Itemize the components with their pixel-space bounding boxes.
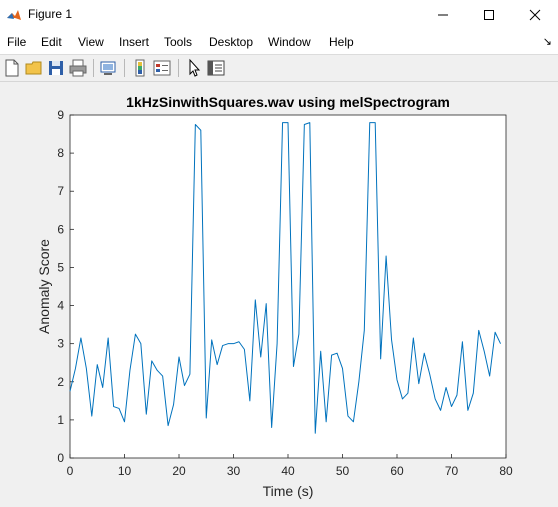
- menu-desktop[interactable]: Desktop: [209, 35, 253, 49]
- toolbar-separator: [124, 59, 125, 77]
- menu-tools[interactable]: Tools: [164, 35, 192, 49]
- x-tick-label: 10: [118, 464, 132, 478]
- y-tick-label: 3: [57, 337, 64, 351]
- x-tick-label: 30: [227, 464, 241, 478]
- close-button[interactable]: [512, 0, 558, 30]
- y-tick-label: 5: [57, 260, 64, 274]
- y-tick-label: 2: [57, 375, 64, 389]
- menu-insert[interactable]: Insert: [119, 35, 149, 49]
- window-title: Figure 1: [28, 7, 72, 21]
- insert-colorbar-icon[interactable]: [130, 58, 150, 78]
- x-tick-label: 80: [499, 464, 513, 478]
- y-tick-label: 7: [57, 184, 64, 198]
- print-icon[interactable]: [68, 58, 88, 78]
- y-tick-label: 0: [57, 451, 64, 465]
- dock-arrow-icon[interactable]: ↘: [543, 35, 552, 48]
- x-tick-label: 0: [67, 464, 74, 478]
- menu-file[interactable]: File: [7, 35, 26, 49]
- maximize-icon: [483, 9, 495, 21]
- minimize-icon: [437, 9, 449, 21]
- y-tick-label: 8: [57, 146, 64, 160]
- window-titlebar: Figure 1: [0, 0, 558, 30]
- y-tick-label: 4: [57, 299, 64, 313]
- menu-window[interactable]: Window: [268, 35, 311, 49]
- toolbar-separator: [93, 59, 94, 77]
- close-icon: [529, 9, 541, 21]
- link-plot-icon[interactable]: [98, 58, 118, 78]
- open-file-icon[interactable]: [24, 58, 44, 78]
- property-inspector-icon[interactable]: [206, 58, 226, 78]
- x-tick-label: 40: [281, 464, 295, 478]
- figure-canvas: 1kHzSinwithSquares.wav using melSpectrog…: [0, 82, 558, 502]
- x-tick-label: 70: [445, 464, 459, 478]
- x-axis-label: Time (s): [263, 483, 314, 499]
- menu-view[interactable]: View: [78, 35, 104, 49]
- chart-title: 1kHzSinwithSquares.wav using melSpectrog…: [126, 94, 450, 110]
- edit-plot-arrow-icon[interactable]: [184, 58, 204, 78]
- x-tick-label: 60: [390, 464, 404, 478]
- new-figure-icon[interactable]: [2, 58, 22, 78]
- menu-help[interactable]: Help: [329, 35, 354, 49]
- plot-axes: [70, 115, 506, 458]
- insert-legend-icon[interactable]: [152, 58, 172, 78]
- menu-bar: File Edit View Insert Tools Desktop Wind…: [0, 30, 558, 55]
- matlab-icon: [6, 7, 22, 23]
- save-icon[interactable]: [46, 58, 66, 78]
- y-axis-label: Anomaly Score: [36, 239, 52, 334]
- x-tick-label: 20: [172, 464, 186, 478]
- anomaly-score-chart[interactable]: 1kHzSinwithSquares.wav using melSpectrog…: [0, 82, 558, 502]
- maximize-button[interactable]: [466, 0, 512, 30]
- toolbar-separator: [178, 59, 179, 77]
- x-tick-label: 50: [336, 464, 350, 478]
- minimize-button[interactable]: [420, 0, 466, 30]
- y-tick-label: 1: [57, 413, 64, 427]
- y-tick-label: 9: [57, 108, 64, 122]
- figure-toolbar: [0, 55, 558, 82]
- y-tick-label: 6: [57, 222, 64, 236]
- menu-edit[interactable]: Edit: [41, 35, 62, 49]
